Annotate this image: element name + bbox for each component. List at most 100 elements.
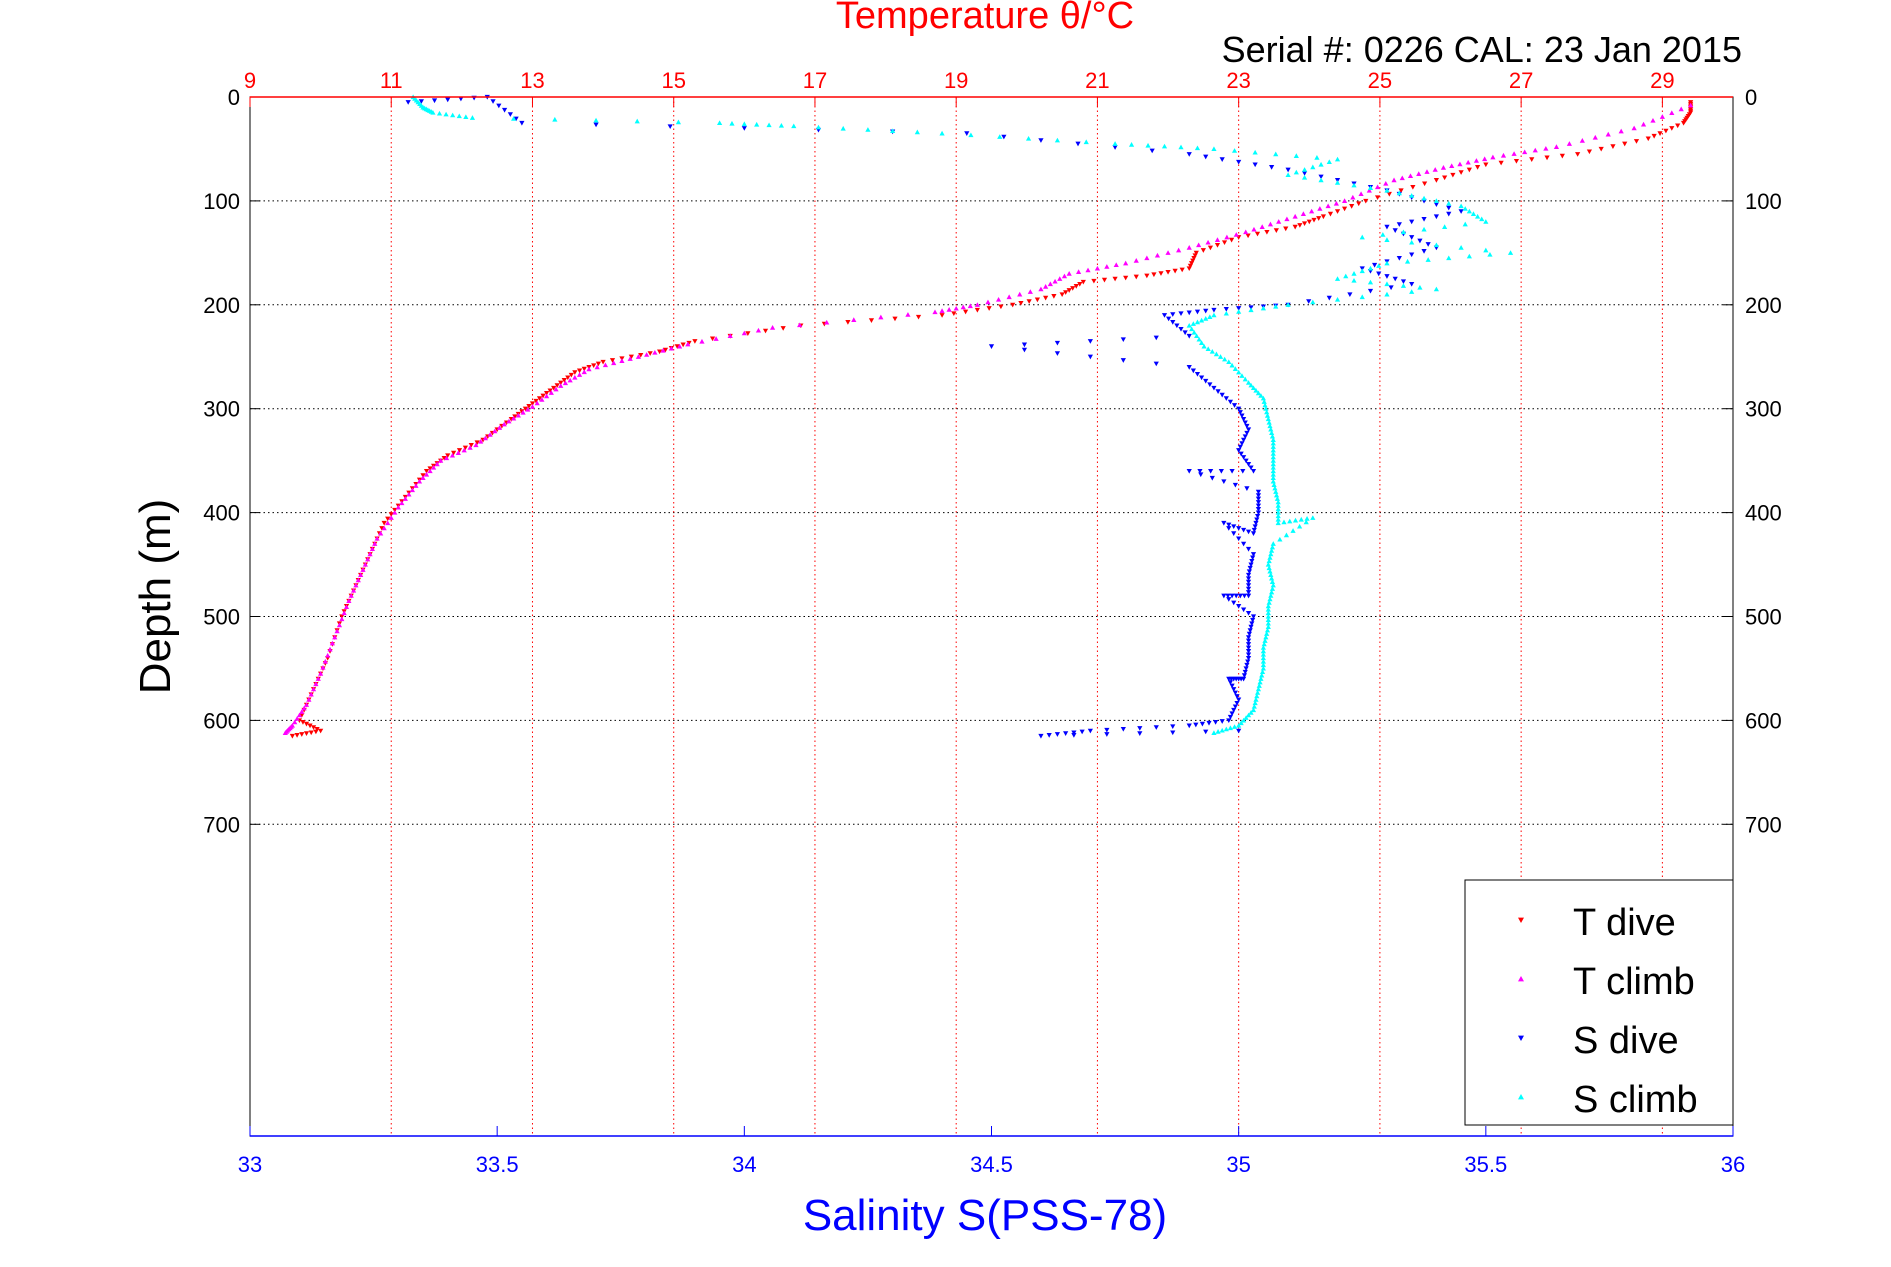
data-point <box>1254 517 1260 523</box>
data-point <box>1301 171 1308 176</box>
data-point <box>627 356 633 361</box>
data-point <box>602 362 609 368</box>
data-point <box>1091 278 1097 284</box>
data-point <box>1285 172 1291 178</box>
data-point <box>778 122 785 128</box>
data-point <box>988 344 995 349</box>
data-point <box>1498 160 1504 166</box>
data-point <box>515 412 521 418</box>
data-point <box>1466 167 1472 173</box>
data-point <box>1236 309 1242 314</box>
data-point <box>572 374 578 380</box>
data-point <box>1310 299 1316 305</box>
data-point <box>1027 289 1033 294</box>
data-point <box>1283 532 1290 538</box>
data-point <box>1458 170 1464 175</box>
data-point <box>1474 165 1481 170</box>
data-point <box>1200 248 1206 253</box>
data-point <box>1236 448 1242 453</box>
data-point <box>611 360 617 366</box>
data-point <box>1070 286 1076 291</box>
data-point <box>1214 242 1221 248</box>
data-point <box>365 556 371 562</box>
data-point <box>1306 219 1312 225</box>
data-point <box>381 525 387 531</box>
data-point <box>1255 507 1262 512</box>
data-point <box>445 453 451 459</box>
y-tick-label-right: 300 <box>1745 397 1782 422</box>
data-point <box>299 709 305 714</box>
data-point <box>1186 310 1192 316</box>
data-point <box>1610 144 1616 149</box>
data-point <box>1367 265 1374 271</box>
data-point <box>303 721 310 727</box>
data-point <box>745 331 751 336</box>
data-point <box>1260 645 1266 650</box>
data-point <box>1123 275 1129 281</box>
data-point <box>456 113 462 119</box>
x-top-tick-label: 17 <box>803 68 827 93</box>
data-point <box>536 396 543 401</box>
data-point <box>1245 655 1252 661</box>
data-point <box>1133 258 1139 263</box>
data-point <box>1018 300 1024 306</box>
y-tick-label-right: 600 <box>1745 708 1782 733</box>
data-point <box>1203 308 1209 314</box>
data-point <box>1269 430 1275 436</box>
data-point <box>1407 173 1414 179</box>
data-point <box>554 383 560 388</box>
data-point <box>548 390 554 395</box>
data-point <box>1483 247 1489 253</box>
data-point <box>1232 366 1238 371</box>
data-point <box>1270 478 1276 484</box>
data-point <box>1270 447 1276 453</box>
data-point <box>1252 700 1258 706</box>
data-point <box>1211 730 1217 735</box>
data-point <box>667 124 673 130</box>
data-point <box>1071 730 1077 736</box>
data-point <box>1529 157 1535 162</box>
data-point <box>1265 561 1271 567</box>
data-point <box>1193 722 1199 728</box>
data-point <box>1245 649 1252 654</box>
data-point <box>1245 586 1252 592</box>
data-point <box>964 131 970 136</box>
data-point <box>1149 148 1155 154</box>
data-point <box>353 582 359 588</box>
data-point <box>1232 482 1238 488</box>
data-point <box>395 504 401 510</box>
data-point <box>1260 662 1266 668</box>
data-point <box>1334 180 1341 185</box>
data-point <box>1275 516 1281 522</box>
data-point <box>1255 496 1262 502</box>
data-point <box>1421 226 1427 232</box>
data-point <box>1059 292 1065 298</box>
data-point <box>445 97 451 103</box>
data-point <box>619 358 625 363</box>
y-tick-label-right: 0 <box>1745 85 1757 110</box>
data-point <box>506 418 512 424</box>
data-point <box>1207 314 1213 320</box>
data-point <box>1193 250 1199 256</box>
data-point <box>1021 342 1028 348</box>
data-point <box>1304 516 1310 521</box>
data-point <box>399 500 405 506</box>
data-point <box>1250 468 1257 474</box>
data-point <box>1255 513 1261 519</box>
data-point <box>358 572 364 578</box>
data-point <box>1208 468 1214 474</box>
data-point <box>348 593 354 598</box>
data-point <box>1190 321 1196 326</box>
data-point <box>360 567 366 572</box>
data-point <box>513 116 519 122</box>
data-point <box>1272 485 1278 491</box>
data-point <box>1234 701 1240 706</box>
data-point <box>318 671 324 676</box>
data-point <box>1229 593 1235 599</box>
data-point <box>591 363 597 369</box>
data-point <box>1153 725 1159 730</box>
data-point <box>1651 133 1657 139</box>
data-point <box>1669 126 1675 131</box>
data-point <box>1270 437 1276 442</box>
data-point <box>1384 237 1390 242</box>
